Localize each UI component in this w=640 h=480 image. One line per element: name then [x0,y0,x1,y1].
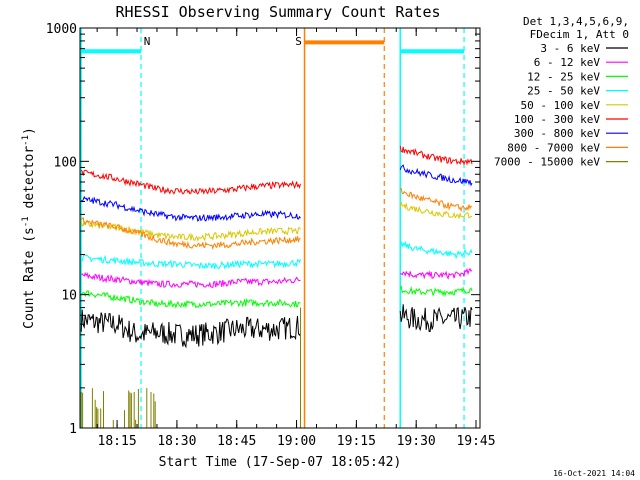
series-path [399,284,473,298]
y-axis-label-end: ) [22,127,37,135]
interval-label: N [144,35,151,48]
legend-header-2: FDecim 1, Att 0 [530,28,629,41]
legend-label: 300 - 800 keV [514,127,600,140]
x-tick-label: 18:30 [157,434,196,449]
legend-label: 12 - 25 keV [527,70,600,83]
y-tick-label: 1 [69,422,77,437]
legend-label: 7000 - 15000 keV [494,156,600,169]
series-path [81,271,301,289]
x-axis-label: Start Time (17-Sep-07 18:05:42) [159,455,402,470]
series-path [399,202,473,219]
y-axis-label-main: Count Rate (s [22,227,37,329]
x-tick-label: 19:45 [456,434,495,449]
legend-label: 25 - 50 keV [527,85,600,98]
series-path [80,309,301,349]
y-tick-label: 100 [54,155,77,170]
series-800-7000-kev [80,187,473,251]
series-path [399,304,473,332]
y-axis-label-sup1: -1 [21,216,31,227]
y-axis-label: Count Rate (s-1 detector-1) [21,127,37,329]
series-path [80,220,301,243]
x-tick-label: 19:30 [397,434,436,449]
series-path [399,164,473,187]
series-25-50-kev [81,240,473,270]
series-path [400,267,473,280]
y-tick-label: 10 [61,289,77,304]
series-3-6-kev [80,304,473,349]
x-tick-label: 18:45 [217,434,256,449]
series-6-12-kev [81,267,473,289]
x-tick-label: 19:00 [277,434,316,449]
legend-label: 3 - 6 keV [540,42,600,55]
series-path [399,240,473,260]
series-path [80,169,301,195]
interval-label: S [295,35,302,48]
chart-title: RHESSI Observing Summary Count Rates [115,3,440,21]
x-tick-label: 19:15 [337,434,376,449]
legend: Det 1,3,4,5,6,9, FDecim 1, Att 0 3 - 6 k… [494,15,629,169]
series-layer [80,145,473,428]
y-axis: 1 10 100 1000 [46,22,480,437]
legend-header-1: Det 1,3,4,5,6,9, [523,15,629,28]
interval-lines [80,28,465,428]
legend-label: 800 - 7000 keV [507,141,600,154]
series-path [81,290,301,310]
series-path [80,388,156,428]
series-100-300-kev [80,145,473,195]
series-7000-15000-kev [80,388,301,428]
x-tick-label: 18:15 [98,434,137,449]
plot-frame [79,27,481,429]
y-axis-label-mid: detector [22,146,37,217]
series-300-800-kev [80,164,473,222]
series-path [399,187,473,213]
x-axis: 18:15 18:30 18:45 19:00 19:15 19:30 19:45 [96,28,496,449]
series-path [81,254,301,270]
legend-label: 50 - 100 keV [521,99,601,112]
footer-date: 16-Oct-2021 14:04 [553,469,635,478]
series-path [399,145,473,166]
y-tick-label: 1000 [46,22,77,37]
series-path [80,195,301,222]
series-12-25-kev [81,284,473,310]
legend-label: 100 - 300 keV [514,113,600,126]
series-path [80,216,301,251]
legend-label: 6 - 12 keV [534,56,601,69]
y-axis-label-sup2: -1 [21,135,31,146]
